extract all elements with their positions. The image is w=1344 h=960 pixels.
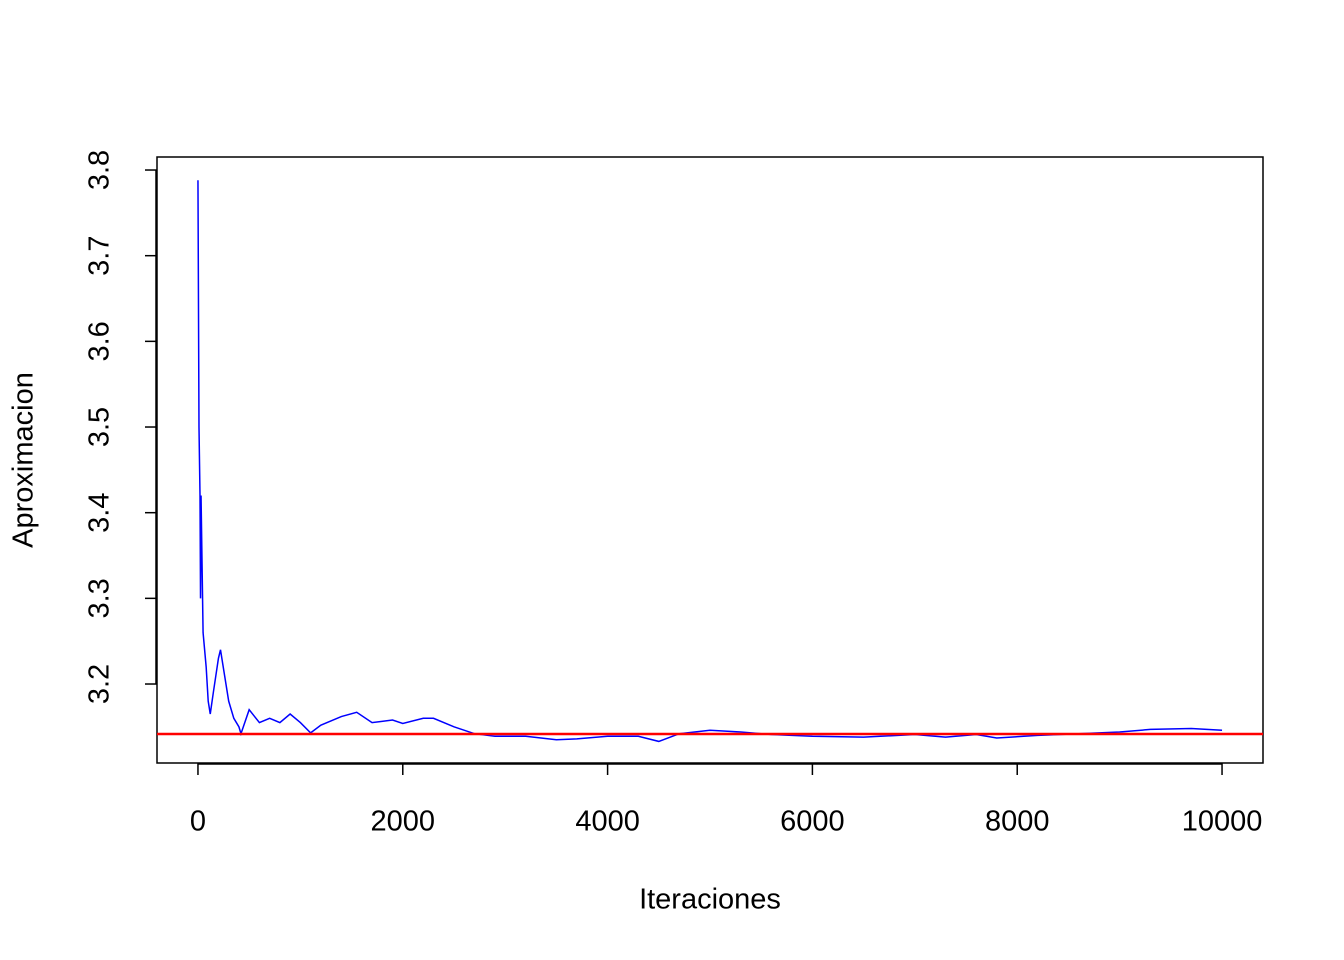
x-tick-label: 6000 (780, 806, 845, 838)
x-tick-label: 0 (190, 806, 206, 838)
x-tick-label: 8000 (985, 806, 1050, 838)
x-tick-label: 10000 (1182, 806, 1263, 838)
y-tick-label: 3.7 (84, 236, 116, 276)
y-tick-label: 3.2 (84, 664, 116, 704)
data-line (197, 180, 1223, 743)
y-tick-label: 3.4 (84, 493, 116, 533)
plot-box (156, 156, 1264, 764)
x-tick-label: 2000 (371, 806, 436, 838)
x-tick-label: 4000 (575, 806, 640, 838)
x-axis-label: Iteraciones (639, 884, 781, 916)
y-tick-label: 3.6 (84, 321, 116, 361)
y-tick-label: 3.5 (84, 407, 116, 447)
y-tick-label: 3.8 (84, 150, 116, 190)
y-tick-label: 3.3 (84, 578, 116, 618)
y-axis-label: Aproximacion (8, 372, 40, 548)
